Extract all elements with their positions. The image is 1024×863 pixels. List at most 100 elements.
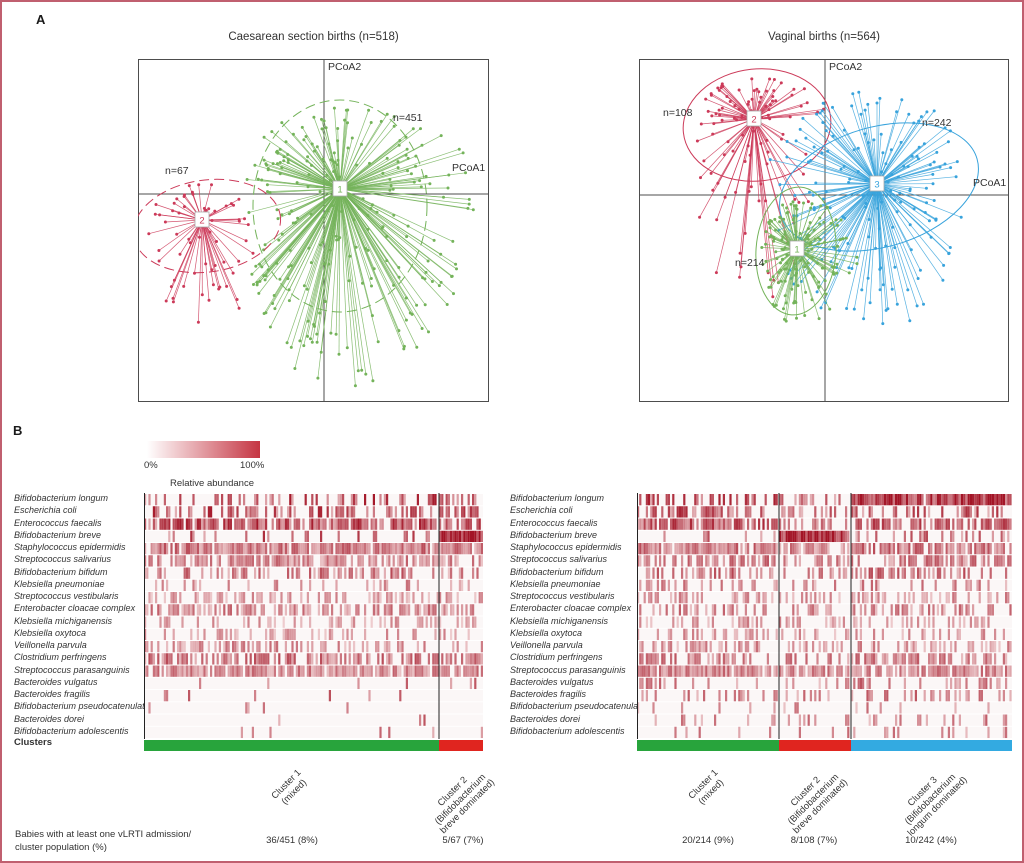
pcoa-title-vaginal: Vaginal births (n=564)	[768, 31, 880, 43]
cluster-color-bar	[779, 740, 851, 751]
species-label: Bifidobacterium breve	[14, 529, 102, 540]
svg-text:1: 1	[337, 185, 342, 196]
cluster-divider-line	[637, 493, 638, 739]
panel-a-label: A	[36, 12, 46, 27]
cluster-divider-line	[438, 493, 440, 739]
species-label: Bifidobacterium adolescentis	[510, 725, 625, 736]
cluster-label-cs-1: Cluster 1 (mixed)	[269, 767, 310, 808]
species-label: Klebsiella pneumoniae	[510, 578, 601, 589]
cluster-color-bar	[851, 740, 1012, 751]
cluster-2-ellipse	[138, 178, 282, 274]
footer-value-cs-1: 36/451 (8%)	[266, 835, 318, 846]
species-label: Streptococcus parasanguinis	[14, 664, 130, 675]
gradient-max-label: 100%	[240, 460, 265, 471]
svg-text:2: 2	[751, 115, 756, 126]
species-label: Bacteroides vulgatus	[14, 676, 98, 687]
cluster-1-ellipse	[755, 186, 837, 316]
cluster-label-vg-1: Cluster 1 (mixed)	[686, 767, 727, 808]
species-label: Clostridium perfringens	[510, 652, 603, 663]
species-label: Streptococcus salivarius	[14, 554, 112, 565]
species-label: Veillonella parvula	[510, 640, 583, 650]
species-label: Bifidobacterium longum	[510, 493, 605, 503]
heatmap-cluster-region	[779, 494, 850, 739]
panel-b-label: B	[13, 423, 23, 438]
abundance-gradient-bar	[147, 441, 260, 458]
pcoa-plot-csection: 12	[138, 59, 489, 402]
cluster-divider-line	[144, 493, 145, 739]
species-label: Bacteroides fragilis	[510, 689, 587, 699]
footer-value-vg-1: 20/214 (9%)	[682, 835, 734, 846]
cluster-2-points	[147, 183, 255, 324]
cluster-label-vg-2: Cluster 2 (Bifidobacterium breve dominat…	[776, 762, 850, 836]
cluster-2-ellipse	[682, 68, 832, 182]
cluster-1-points	[760, 200, 859, 323]
svg-text:1: 1	[794, 245, 799, 256]
footer-value-vg-2: 8/108 (7%)	[790, 835, 838, 846]
annotation-n108: n=108	[663, 107, 693, 119]
cluster-color-bar	[439, 740, 483, 751]
footer-label: Babies with at least one vLRTI admission…	[15, 828, 191, 854]
species-label: Klebsiella oxytoca	[510, 627, 583, 638]
species-label: Streptococcus salivarius	[510, 554, 608, 565]
cluster-3-center-label: 3	[869, 175, 885, 192]
pcoa2-axis-label-vaginal: PCoA2	[829, 61, 863, 73]
species-label: Bifidobacterium bifidum	[14, 566, 108, 577]
pcoa2-axis-label-csection: PCoA2	[328, 61, 362, 73]
species-label: Bifidobacterium adolescentis	[14, 725, 129, 736]
species-label: Streptococcus vestibularis	[510, 591, 615, 601]
cluster-1-points	[245, 106, 475, 388]
footer-value-vg-3: 10/242 (4%)	[905, 835, 957, 846]
species-label: Clostridium perfringens	[14, 652, 107, 663]
heatmap-cluster-region	[851, 494, 1012, 739]
cluster-label-cs-2: Cluster 2 (Bifidobacterium breve dominat…	[423, 762, 497, 836]
species-label: Streptococcus vestibularis	[14, 591, 119, 601]
species-label: Bifidobacterium breve	[510, 529, 598, 540]
species-label: Staphylococcus epidermidis	[14, 542, 126, 552]
gradient-min-label: 0%	[144, 460, 158, 471]
clusters-row-label: Clusters	[14, 737, 53, 748]
gradient-caption: Relative abundance	[170, 478, 254, 489]
heatmap-cluster-region	[637, 494, 778, 739]
pcoa-plot-vaginal: 2 3 1	[639, 59, 1009, 402]
svg-text:3: 3	[874, 180, 879, 191]
heatmap-cluster-region	[144, 494, 439, 739]
annotation-n242: n=242	[922, 117, 952, 129]
species-label: Enterobacter cloacae complex	[14, 603, 136, 614]
cluster-color-bar	[144, 740, 439, 751]
species-list-left: Bifidobacterium longum Escherichia coli En…	[14, 492, 157, 749]
species-label: Staphylococcus epidermidis	[510, 542, 622, 552]
pcoa1-axis-label-vaginal: PCoA1	[973, 177, 1007, 189]
heatmap-vaginal	[637, 493, 1012, 751]
annotation-n214: n=214	[735, 257, 765, 269]
heatmap-csection	[144, 493, 483, 751]
cluster-1-ellipse	[252, 99, 428, 313]
species-label: Bacteroides dorei	[14, 713, 85, 724]
species-label: Enterobacter cloacae complex	[510, 603, 632, 614]
svg-text:2: 2	[199, 216, 204, 227]
heatmap-cluster-region	[439, 494, 483, 739]
species-label: Enterococcus faecalis	[510, 517, 598, 528]
cluster-divider-line	[778, 493, 780, 739]
cluster-1-center-label: 1	[789, 240, 805, 257]
cluster-color-bar	[637, 740, 779, 751]
species-label: Klebsiella michiganensis	[14, 615, 113, 626]
cluster-3-ellipse	[779, 122, 979, 252]
annotation-n67: n=67	[165, 165, 189, 177]
species-label: Bacteroides fragilis	[14, 689, 91, 699]
cluster-label-vg-3: Cluster 3 (Bifidobacterium longum domina…	[891, 760, 970, 839]
species-label: Bifidobacterium longum	[14, 493, 109, 503]
pcoa-title-csection: Caesarean section births (n=518)	[228, 31, 399, 43]
species-label: Bifidobacterium pseudocatenulatum	[14, 701, 158, 712]
species-label: Bifidobacterium bifidum	[510, 566, 604, 577]
cluster-divider-line	[850, 493, 852, 739]
pcoa1-axis-label-csection: PCoA1	[452, 162, 486, 174]
footer-label-line1: Babies with at least one vLRTI admission…	[15, 829, 192, 840]
species-label: Enterococcus faecalis	[14, 517, 102, 528]
species-label: Klebsiella michiganensis	[510, 615, 609, 626]
plot-frame	[138, 59, 489, 402]
cluster-1-center-label: 1	[332, 180, 348, 197]
cluster-2-center-label: 2	[194, 211, 210, 228]
plot-frame	[639, 59, 1009, 402]
species-label: Klebsiella oxytoca	[14, 627, 87, 638]
